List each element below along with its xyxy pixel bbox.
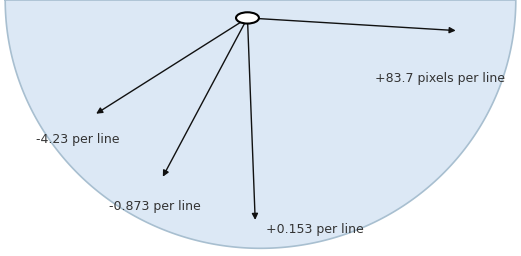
Text: +0.153 per line: +0.153 per line xyxy=(266,223,364,236)
Polygon shape xyxy=(5,0,516,248)
Circle shape xyxy=(236,12,259,24)
Text: -0.873 per line: -0.873 per line xyxy=(109,200,201,213)
Text: +83.7 pixels per line: +83.7 pixels per line xyxy=(375,72,505,85)
Text: -4.23 per line: -4.23 per line xyxy=(36,133,120,146)
